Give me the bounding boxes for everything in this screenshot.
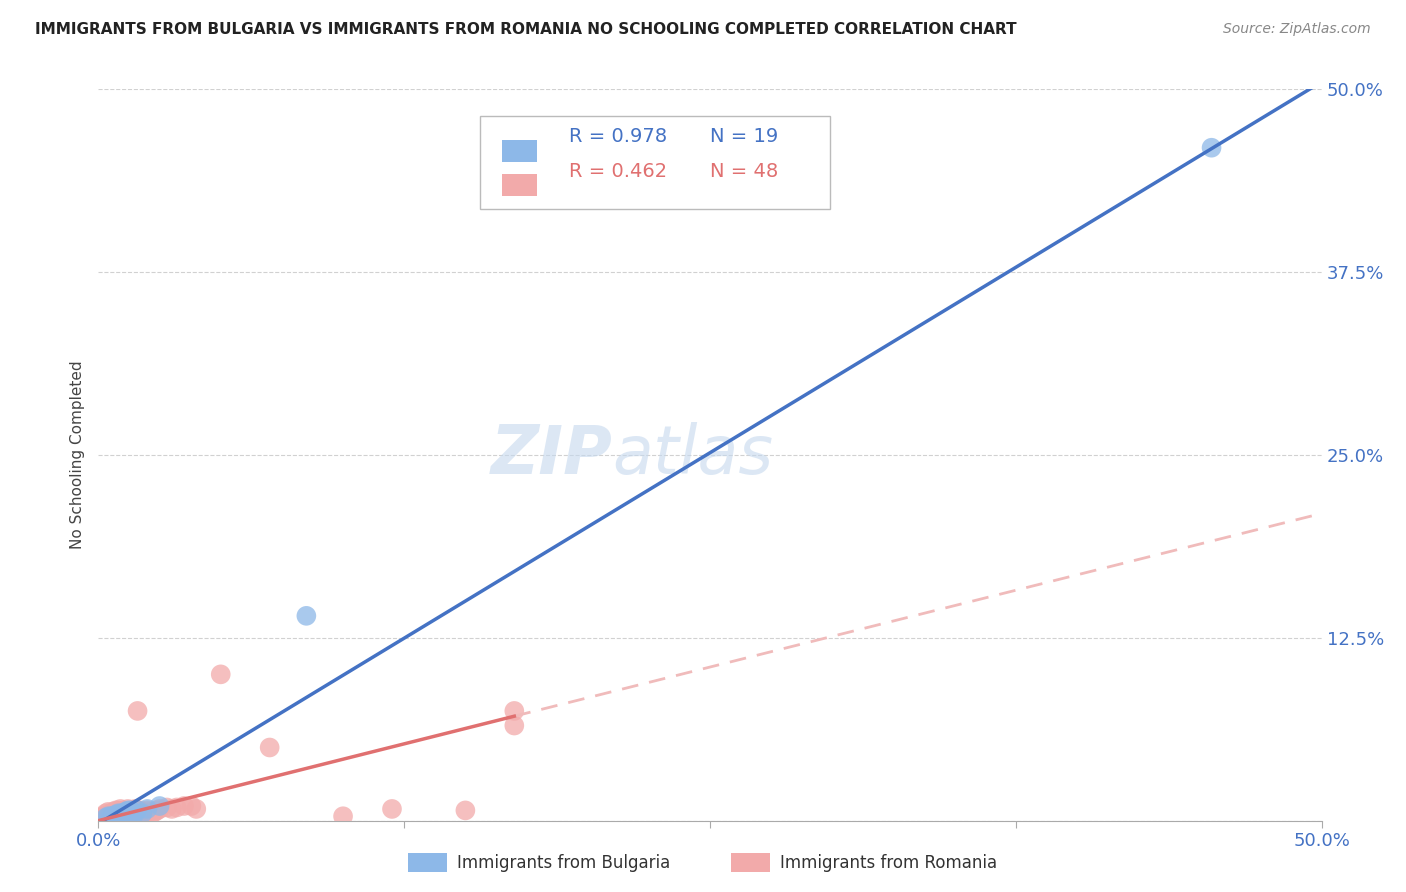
Point [104, 807, 127, 822]
Point [97, 807, 120, 822]
Point [94, 809, 117, 823]
Point [1201, 141, 1223, 155]
Text: Source: ZipAtlas.com: Source: ZipAtlas.com [1223, 22, 1371, 37]
Point [121, 806, 143, 821]
Point [121, 805, 143, 819]
Point [124, 806, 146, 821]
Text: N = 19: N = 19 [710, 128, 779, 146]
Point [503, 718, 526, 732]
Text: Immigrants from Bulgaria: Immigrants from Bulgaria [457, 854, 671, 871]
Point [104, 804, 127, 818]
Point [131, 806, 153, 821]
Point [114, 805, 136, 819]
Point [111, 806, 134, 821]
Point [454, 804, 477, 818]
Point [141, 806, 163, 821]
Point [91, 809, 114, 823]
Point [186, 802, 208, 816]
Point [110, 802, 132, 816]
Point [97, 805, 120, 819]
Point [101, 807, 124, 822]
Point [114, 805, 136, 819]
Point [94, 806, 117, 821]
Point [100, 806, 122, 821]
Point [503, 704, 526, 718]
Point [149, 799, 172, 814]
Point [127, 804, 149, 818]
Point [209, 667, 232, 681]
Point [111, 804, 134, 818]
Point [100, 809, 122, 823]
Point [101, 805, 124, 819]
Point [117, 802, 139, 816]
Text: IMMIGRANTS FROM BULGARIA VS IMMIGRANTS FROM ROMANIA NO SCHOOLING COMPLETED CORRE: IMMIGRANTS FROM BULGARIA VS IMMIGRANTS F… [35, 22, 1017, 37]
Point [90, 811, 112, 825]
Point [143, 805, 166, 819]
Point [136, 804, 159, 818]
Point [124, 805, 146, 819]
Point [139, 805, 162, 819]
Point [107, 806, 129, 821]
Point [107, 806, 129, 821]
Point [180, 799, 202, 814]
Point [110, 807, 132, 822]
Text: N = 48: N = 48 [710, 161, 779, 180]
Point [156, 800, 179, 814]
Point [146, 804, 169, 818]
Point [131, 805, 153, 819]
Point [110, 806, 132, 821]
Point [173, 799, 195, 814]
Point [149, 802, 172, 816]
Point [136, 802, 159, 816]
Point [129, 804, 152, 818]
Point [97, 809, 120, 823]
Point [124, 802, 146, 816]
Point [94, 811, 117, 825]
Point [117, 804, 139, 818]
Point [120, 804, 142, 818]
Text: R = 0.462: R = 0.462 [569, 161, 668, 180]
Point [332, 809, 354, 823]
Text: Immigrants from Romania: Immigrants from Romania [780, 854, 997, 871]
Point [111, 806, 134, 821]
Point [120, 805, 142, 819]
Text: R = 0.978: R = 0.978 [569, 128, 668, 146]
Point [104, 807, 127, 822]
Point [100, 809, 122, 823]
Point [134, 806, 156, 821]
Point [381, 802, 404, 816]
Y-axis label: No Schooling Completed: No Schooling Completed [70, 360, 86, 549]
Point [160, 802, 183, 816]
Point [107, 804, 129, 818]
Point [117, 806, 139, 821]
Point [295, 608, 318, 623]
Point [127, 704, 149, 718]
Point [101, 809, 124, 823]
Point [166, 800, 188, 814]
Text: ZIP: ZIP [491, 422, 612, 488]
Point [259, 740, 281, 755]
Text: atlas: atlas [612, 422, 773, 488]
